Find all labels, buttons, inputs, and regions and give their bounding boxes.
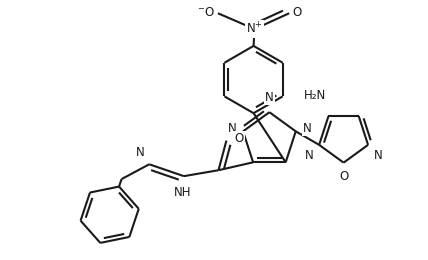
Text: N: N: [227, 122, 236, 135]
Text: N: N: [374, 149, 383, 162]
Text: N$^{+}$: N$^{+}$: [246, 21, 263, 37]
Text: N: N: [265, 91, 274, 104]
Text: O: O: [292, 6, 301, 19]
Text: $^{-}$O: $^{-}$O: [197, 6, 215, 19]
Text: N: N: [136, 146, 144, 159]
Text: O: O: [339, 170, 348, 183]
Text: NH: NH: [174, 186, 192, 199]
Text: H₂N: H₂N: [304, 89, 327, 102]
Text: N: N: [304, 149, 313, 162]
Text: O: O: [234, 132, 244, 145]
Text: N: N: [303, 122, 312, 135]
